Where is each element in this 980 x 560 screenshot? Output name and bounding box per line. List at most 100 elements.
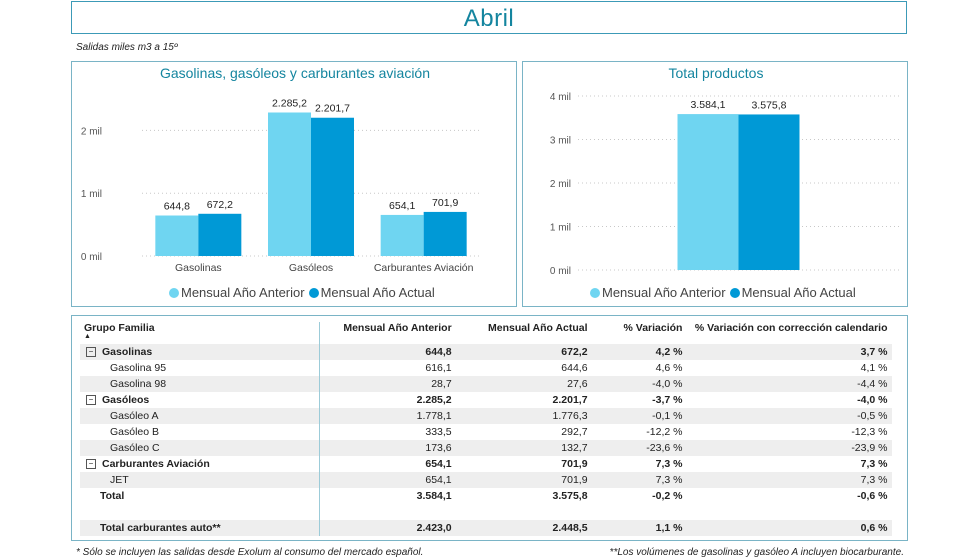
- table-cell: -4,4 %: [686, 376, 892, 392]
- table-cell: 7,3 %: [860, 458, 888, 470]
- legend-label-anterior: Mensual Año Anterior: [602, 285, 726, 300]
- data-label: 3.575,8: [751, 99, 786, 111]
- chart-total-svg: Total productos 0 mil 1 mil 2 mil 3 mil 4 mil…: [550, 65, 899, 277]
- table-row: − Gasóleos 2.285,2 2.201,7 -3,7 % -4,0 %: [80, 392, 892, 408]
- data-table-panel: Grupo Familia ▲ Mensual Año Anterior Mens…: [71, 315, 908, 541]
- legend-dot-anterior: [169, 287, 179, 298]
- table-cell: 2.285,2: [416, 394, 452, 406]
- table-row: − Carburantes Aviación 654,1 701,9 7,3 % 7,3 …: [80, 456, 892, 472]
- table-cell: 2.448,5: [455, 520, 592, 536]
- y-tick-label: 2 mil: [550, 179, 571, 190]
- data-label: 644,8: [164, 201, 190, 213]
- table-cell: 7,3 %: [686, 472, 892, 488]
- table-cell: 0,6 %: [686, 520, 892, 536]
- legend-label-actual: Mensual Año Actual: [320, 285, 435, 300]
- row-label-cell: Gasolina 95: [80, 360, 321, 376]
- table-cell: 173,6: [319, 440, 456, 456]
- table-cell: 4,1 %: [860, 362, 888, 374]
- table-spacer-row: [80, 504, 892, 520]
- y-tick-label: 1 mil: [81, 189, 102, 200]
- table-cell: 132,7: [455, 440, 592, 456]
- bar-anterior[interactable]: [380, 214, 424, 256]
- collapse-icon[interactable]: −: [86, 459, 96, 470]
- table-cell: 701,9: [455, 472, 592, 488]
- row-label: Gasóleo A: [110, 410, 159, 422]
- bar-actual[interactable]: [311, 117, 354, 256]
- table-cell: -0,5 %: [686, 408, 892, 424]
- row-label: Gasóleo C: [110, 442, 160, 454]
- row-label: Gasolina 98: [110, 378, 167, 390]
- row-label: Carburantes Aviación: [102, 458, 210, 470]
- row-label: Total carburantes auto**: [100, 522, 221, 534]
- legend-dot-anterior: [590, 287, 600, 298]
- row-label: Gasóleo B: [110, 426, 160, 438]
- table-cell: 3.575,8: [552, 490, 588, 502]
- table-cell: 2.423,0: [319, 520, 456, 536]
- collapse-icon[interactable]: −: [86, 347, 96, 358]
- bar-actual[interactable]: [423, 211, 467, 256]
- table-cell: 1.778,1: [319, 408, 456, 424]
- column-header-grupo[interactable]: Grupo Familia ▲: [80, 322, 321, 344]
- x-tick-label: Gasolinas: [175, 262, 222, 274]
- table-cell: 654,1: [319, 472, 456, 488]
- chart-products-svg: Gasolinas, gasóleos y carburantes aviaci…: [81, 65, 480, 274]
- bar-actual[interactable]: [198, 213, 242, 256]
- column-header-variacion[interactable]: % Variación: [623, 322, 683, 334]
- column-header-actual[interactable]: Mensual Año Actual: [487, 322, 588, 334]
- row-label-cell: JET: [80, 472, 321, 488]
- table-cell: 28,7: [319, 376, 456, 392]
- footnote-right: **Los volúmenes de gasolinas y gasóleo A…: [609, 547, 904, 558]
- y-tick-label: 1 mil: [550, 223, 571, 234]
- bar-actual[interactable]: [738, 114, 800, 270]
- chart-panel-products[interactable]: Gasolinas, gasóleos y carburantes aviaci…: [71, 61, 517, 307]
- data-label: 3.584,1: [690, 99, 725, 111]
- table-cell: 27,6: [455, 376, 592, 392]
- legend-dot-actual: [308, 287, 319, 298]
- table-cell: -3,7 %: [652, 394, 683, 406]
- units-subtitle: Salidas miles m3 a 15º: [76, 42, 178, 53]
- legend-item-anterior[interactable]: Mensual Año Anterior: [169, 285, 305, 300]
- table-cell: 672,2: [455, 344, 592, 360]
- table-cell: -12,2 %: [646, 426, 683, 438]
- collapse-icon[interactable]: −: [86, 395, 96, 406]
- row-label: Total: [100, 490, 125, 502]
- table-row: Total 3.584,1 3.575,8 -0,2 % -0,6 %: [80, 488, 892, 504]
- column-header-anterior[interactable]: Mensual Año Anterior: [343, 322, 452, 334]
- x-tick-label: Gasóleos: [289, 262, 333, 274]
- page-title-box: Abril: [71, 1, 907, 34]
- page-title: Abril: [463, 5, 515, 32]
- bar-anterior[interactable]: [268, 112, 311, 256]
- legend-item-actual[interactable]: Mensual Año Actual: [729, 285, 856, 300]
- table-cell: -0,2 %: [652, 490, 683, 502]
- chart-legend: Mensual Año Anterior Mensual Año Actual: [169, 285, 439, 300]
- table-cell: 644,8: [319, 344, 456, 360]
- table-row: Gasóleo C 173,6 132,7 -23,6 % -23,9 %: [80, 440, 892, 456]
- data-label: 2.285,2: [272, 97, 307, 109]
- table-cell: 1,1 %: [591, 520, 687, 536]
- row-label: Gasolinas: [102, 346, 153, 358]
- chart-legend: Mensual Año Anterior Mensual Año Actual: [590, 285, 860, 300]
- chart-title: Total productos: [669, 65, 764, 81]
- table-cell: 4,6 %: [655, 362, 683, 374]
- row-label-cell: Gasóleo A: [80, 408, 321, 424]
- legend-item-anterior[interactable]: Mensual Año Anterior: [590, 285, 726, 300]
- footnote-left: * Sólo se incluyen las salidas desde Exo…: [76, 547, 424, 558]
- column-header-variacion-corregida[interactable]: % Variación con corrección calendario: [694, 322, 888, 334]
- legend-item-actual[interactable]: Mensual Año Actual: [308, 285, 435, 300]
- bar-anterior[interactable]: [677, 114, 739, 270]
- table-row: Gasolina 98 28,7 27,6 -4,0 % -4,4 %: [80, 376, 892, 392]
- table-header-row: Grupo Familia ▲ Mensual Año Anterior Mens…: [80, 322, 892, 344]
- table-cell: 333,5: [425, 426, 452, 438]
- table-cell: 4,2 %: [591, 344, 687, 360]
- table-row: Gasolina 95 616,1 644,6 4,6 % 4,1 %: [80, 360, 892, 376]
- table-row: − Gasolinas 644,8 672,2 4,2 % 3,7 %: [80, 344, 892, 360]
- table-cell: -4,0 %: [591, 376, 687, 392]
- data-table: Grupo Familia ▲ Mensual Año Anterior Mens…: [80, 322, 892, 536]
- sort-arrow-icon: ▲: [84, 333, 91, 340]
- table-cell: 654,1: [425, 458, 452, 470]
- y-tick-label: 4 mil: [550, 92, 571, 103]
- bar-anterior[interactable]: [155, 215, 199, 256]
- chart-panel-total[interactable]: Total productos 0 mil 1 mil 2 mil 3 mil 4 mil…: [522, 61, 908, 307]
- table-row: JET 654,1 701,9 7,3 % 7,3 %: [80, 472, 892, 488]
- x-tick-label: Carburantes Aviación: [374, 262, 474, 274]
